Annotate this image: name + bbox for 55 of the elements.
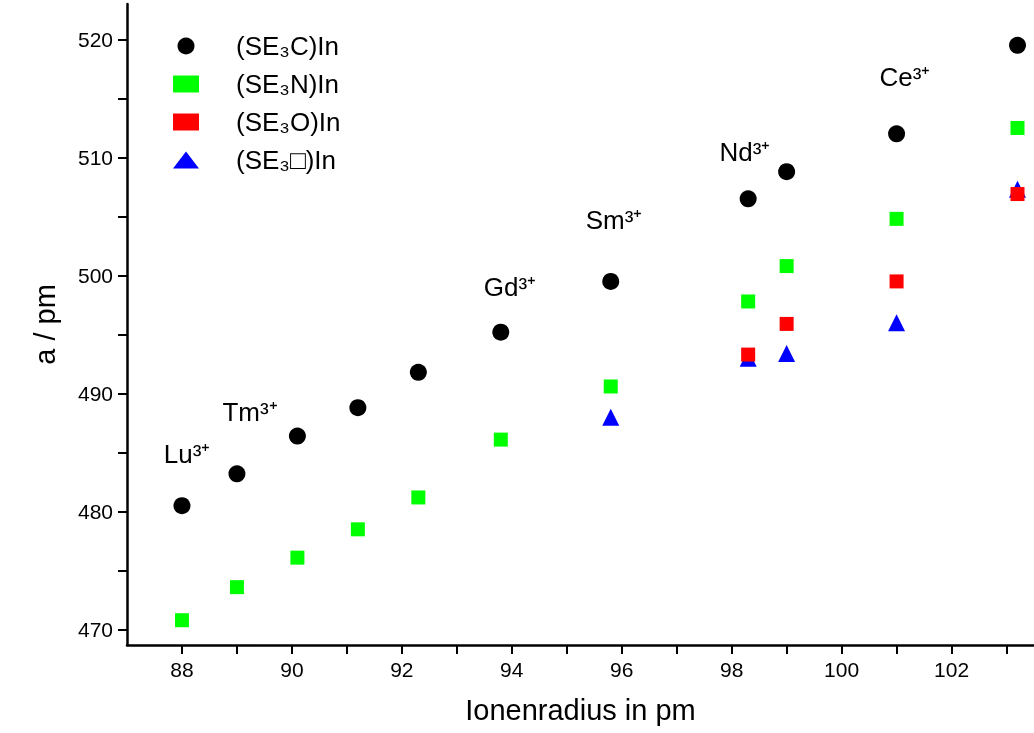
y-tick-label: 480 [77, 500, 113, 524]
point [888, 314, 906, 332]
point [778, 163, 796, 181]
point [1010, 120, 1025, 135]
point [778, 344, 796, 362]
point [739, 190, 757, 208]
point [288, 427, 306, 445]
point [228, 465, 246, 483]
point [741, 294, 756, 309]
annotation: Lu³⁺ [163, 439, 211, 469]
point [290, 550, 305, 565]
annotation: Sm³⁺ [585, 205, 643, 235]
x-tick-label: 92 [390, 658, 414, 681]
y-tick-label: 470 [77, 618, 113, 642]
point [602, 408, 620, 426]
point [1009, 36, 1027, 54]
legend-label: (SE₃□)In [236, 145, 336, 175]
x-tick-label: 88 [170, 658, 194, 681]
y-tick-label: 490 [77, 382, 113, 406]
point [493, 432, 508, 447]
point [229, 580, 244, 595]
point [492, 323, 510, 341]
point [889, 211, 904, 226]
point [1010, 187, 1025, 202]
x-tick-label: 90 [280, 658, 304, 681]
x-tick-label: 96 [610, 658, 634, 681]
point [349, 399, 367, 417]
point [602, 272, 620, 290]
y-tick-label: 500 [77, 264, 113, 288]
y-tick-label: 520 [77, 27, 113, 51]
point [173, 497, 191, 515]
y-axis-title: a / pm [28, 284, 61, 365]
point [779, 316, 794, 331]
point [409, 363, 427, 381]
x-tick-label: 102 [934, 658, 970, 681]
point [889, 274, 904, 289]
annotation: Ce³⁺ [879, 62, 931, 92]
annotation: Nd³⁺ [719, 137, 771, 167]
point [779, 259, 794, 274]
legend-label: (SE₃O)In [236, 107, 341, 137]
annotation: Tm³⁺ [222, 397, 278, 427]
legend-label: (SE₃N)In [236, 69, 340, 99]
x-axis-title: Ionenradius in pm [465, 693, 696, 726]
point [603, 379, 618, 394]
point [411, 490, 426, 505]
y-tick-label: 510 [77, 145, 113, 169]
legend-label: (SE₃C)In [236, 31, 340, 61]
annotation: Gd³⁺ [483, 272, 537, 302]
x-tick-label: 100 [824, 658, 860, 681]
point [741, 347, 756, 362]
point [888, 125, 906, 143]
point [350, 522, 365, 537]
point [174, 613, 189, 628]
x-tick-label: 98 [719, 658, 744, 681]
x-tick-label: 94 [500, 658, 524, 681]
